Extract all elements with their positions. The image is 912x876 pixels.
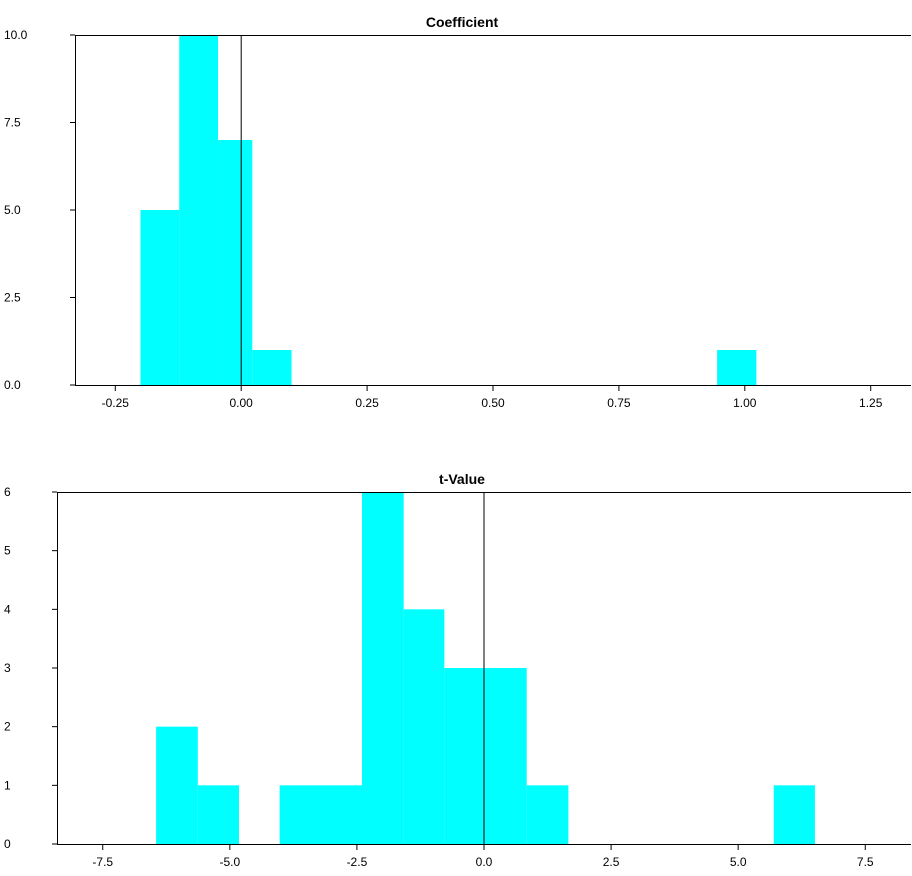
t-value-y-tick-label: 3 [4,661,11,675]
t-value-bar-3 [362,492,404,844]
t-value-bar-6 [526,785,569,844]
t-value-bar-4 [403,609,445,844]
t-value-y-tick-label: 2 [4,720,11,734]
coefficient-y-tick-label: 7.5 [4,116,21,130]
coefficient-x-tick-label: 0.50 [481,396,505,410]
t-value-y-tick-label: 6 [4,485,11,499]
t-value-y-tick-label: 1 [4,778,11,792]
t-value-x-tick-label: -7.5 [92,855,113,869]
coefficient-bar-3 [252,350,292,385]
t-value-y-tick-label: 0 [4,837,11,851]
coefficient-y-tick-label: 5.0 [4,203,21,217]
t-value-histogram-panel: 0 1 2 3 4 5 6 -7.5 -5.0 -2.5 0.0 2.5 5.0 7.5 t-Value [4,471,911,869]
coefficient-y-tick-label: 10.0 [4,28,28,42]
t-value-x-tick-label: 7.5 [857,855,874,869]
coefficient-x-tick-label: 0.75 [607,396,631,410]
coefficient-bar-0 [140,210,180,385]
coefficient-x-tick-label: 1.25 [859,396,883,410]
coefficient-x-tick-label: 0.25 [355,396,379,410]
coefficient-x-tick-label: 0.00 [230,396,254,410]
t-value-bar-0 [156,726,198,844]
t-value-bar-5 [444,668,527,844]
t-value-x-tick-label: 5.0 [730,855,747,869]
coefficient-chart-title: Coefficient [426,14,499,30]
t-value-y-tick-label: 4 [4,602,11,616]
t-value-x-tick-label: -2.5 [347,855,368,869]
t-value-x-tick-label: -5.0 [219,855,240,869]
coefficient-x-tick-label: 1.00 [733,396,757,410]
t-value-bar-2 [279,785,362,844]
coefficient-bar-2 [218,140,253,385]
t-value-y-tick-label: 5 [4,544,11,558]
coefficient-x-tick-label: -0.25 [102,396,130,410]
coefficient-y-tick-label: 0.0 [4,378,21,392]
t-value-bar-1 [197,785,239,844]
t-value-bar-7 [773,785,815,844]
coefficient-bar-4 [717,350,757,385]
coefficient-bar-1 [179,35,219,385]
t-value-x-tick-label: 2.5 [603,855,620,869]
coefficient-y-tick-label: 2.5 [4,291,21,305]
t-value-chart-title: t-Value [439,471,485,487]
coefficient-histogram-panel: 0.0 2.5 5.0 7.5 10.0 -0.25 0.00 0.25 0.50 0.75 1.0… [4,14,911,410]
t-value-x-tick-label: 0.0 [476,855,493,869]
